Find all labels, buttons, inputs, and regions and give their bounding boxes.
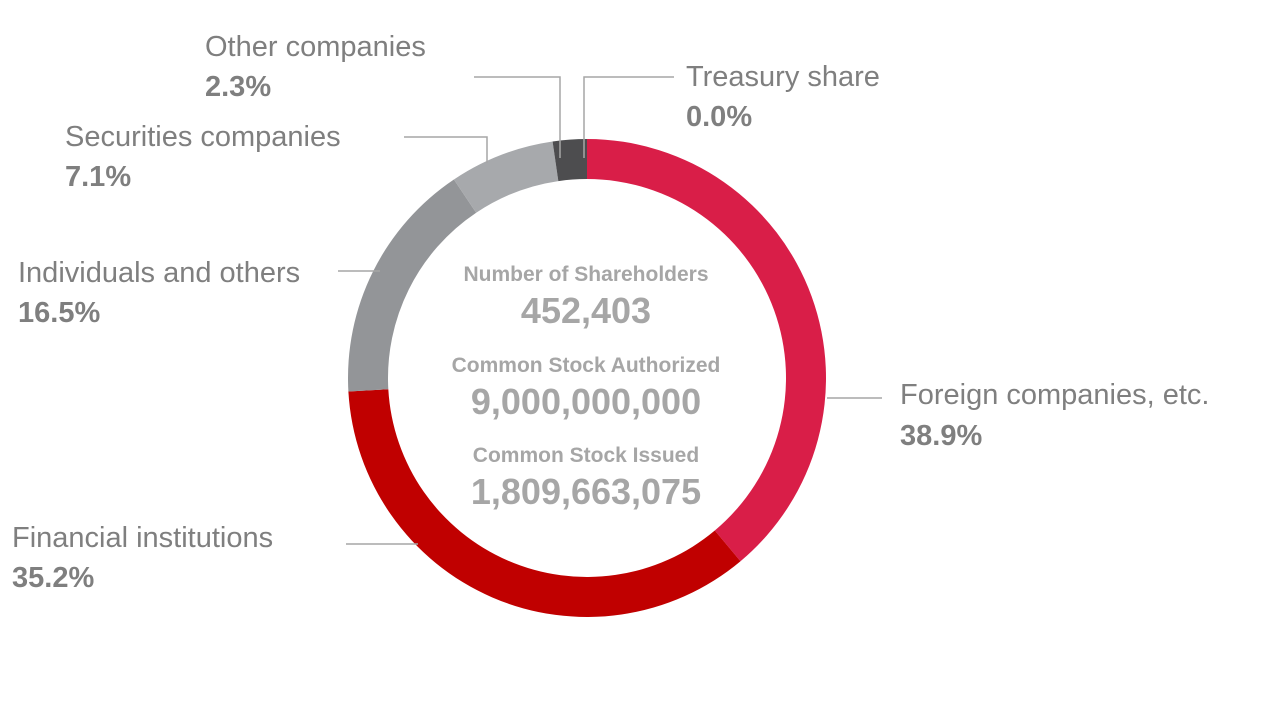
slice-other-companies — [552, 139, 587, 182]
label-financial-institutions: Financial institutions — [12, 522, 273, 554]
common-stock-issued-label: Common Stock Issued — [473, 444, 699, 467]
category-labels: Foreign companies, etc. 38.9% Financial in… — [12, 31, 1209, 594]
value-securities-companies: 7.1% — [65, 161, 131, 193]
slice-foreign-companies-etc — [587, 139, 826, 562]
leader-lines — [338, 76, 882, 545]
label-individuals-and-others: Individuals and others — [18, 257, 300, 289]
center-summary: Number of Shareholders 452,403 Common Stoc… — [452, 263, 721, 512]
label-treasury-share: Treasury share — [686, 61, 880, 93]
leader-line-treasury-share — [583, 76, 674, 158]
value-individuals-and-others: 16.5% — [18, 297, 100, 329]
label-securities-companies: Securities companies — [65, 121, 341, 153]
common-stock-issued-value: 1,809,663,075 — [471, 471, 701, 512]
slice-individuals-and-others — [347, 179, 477, 392]
value-treasury-share: 0.0% — [686, 101, 752, 133]
donut-slices — [347, 139, 826, 617]
value-other-companies: 2.3% — [205, 71, 271, 103]
slice-securities-companies — [453, 141, 559, 213]
number-of-shareholders-value: 452,403 — [521, 290, 651, 331]
label-other-companies: Other companies — [205, 31, 426, 63]
leader-line-other-companies — [474, 76, 561, 158]
leader-line-securities-companies — [404, 136, 488, 163]
label-foreign-companies-etc: Foreign companies, etc. — [900, 379, 1209, 411]
number-of-shareholders-label: Number of Shareholders — [463, 263, 708, 286]
common-stock-authorized-value: 9,000,000,000 — [471, 381, 701, 422]
value-financial-institutions: 35.2% — [12, 562, 94, 594]
common-stock-authorized-label: Common Stock Authorized — [452, 354, 721, 377]
value-foreign-companies-etc: 38.9% — [900, 420, 982, 452]
slice-financial-institutions — [348, 389, 741, 617]
